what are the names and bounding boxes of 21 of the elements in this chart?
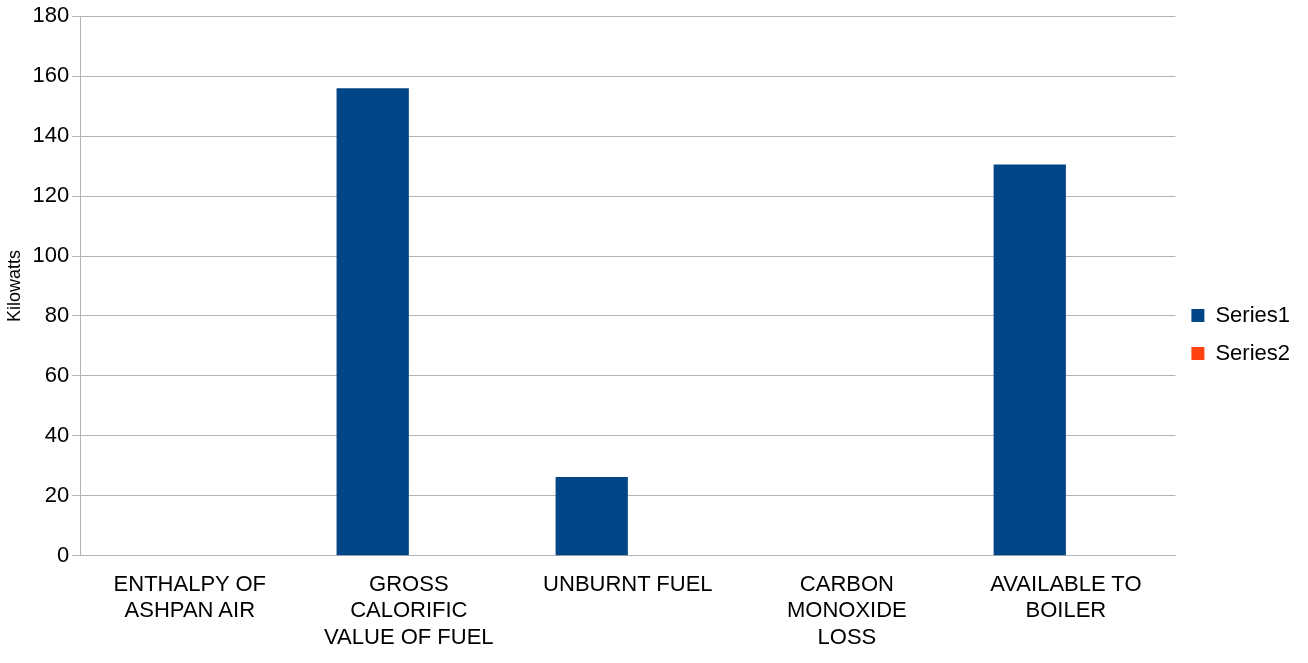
x-tick-label: AVAILABLE TO BOILER <box>990 571 1142 623</box>
x-tick-label: CARBON MONOXIDE LOSS <box>786 571 907 649</box>
y-tick-label: 140 <box>32 122 70 148</box>
legend-label: Series2 <box>1215 339 1290 365</box>
y-tick-label: 80 <box>44 302 70 328</box>
y-tick-label: 100 <box>32 242 70 268</box>
x-tick-label: GROSS CALORIFIC VALUE OF FUEL <box>324 571 494 649</box>
y-tick-label: 120 <box>32 182 70 208</box>
y-tick-label: 60 <box>44 362 70 387</box>
y-tick-label: 40 <box>44 421 70 447</box>
y-tick-label: 20 <box>44 481 70 507</box>
y-axis-title: Kilowatts <box>3 249 24 323</box>
y-tick-label: 180 <box>32 2 70 28</box>
y-tick-label: 160 <box>32 62 70 88</box>
bar <box>555 476 628 556</box>
x-tick-label: UNBURNT FUEL <box>543 571 713 597</box>
bar <box>993 164 1066 556</box>
y-tick-label: 0 <box>57 541 70 567</box>
legend-label: Series1 <box>1215 301 1290 327</box>
x-tick-label: ENTHALPY OF ASHPAN AIR <box>113 571 267 623</box>
bar <box>336 88 409 556</box>
